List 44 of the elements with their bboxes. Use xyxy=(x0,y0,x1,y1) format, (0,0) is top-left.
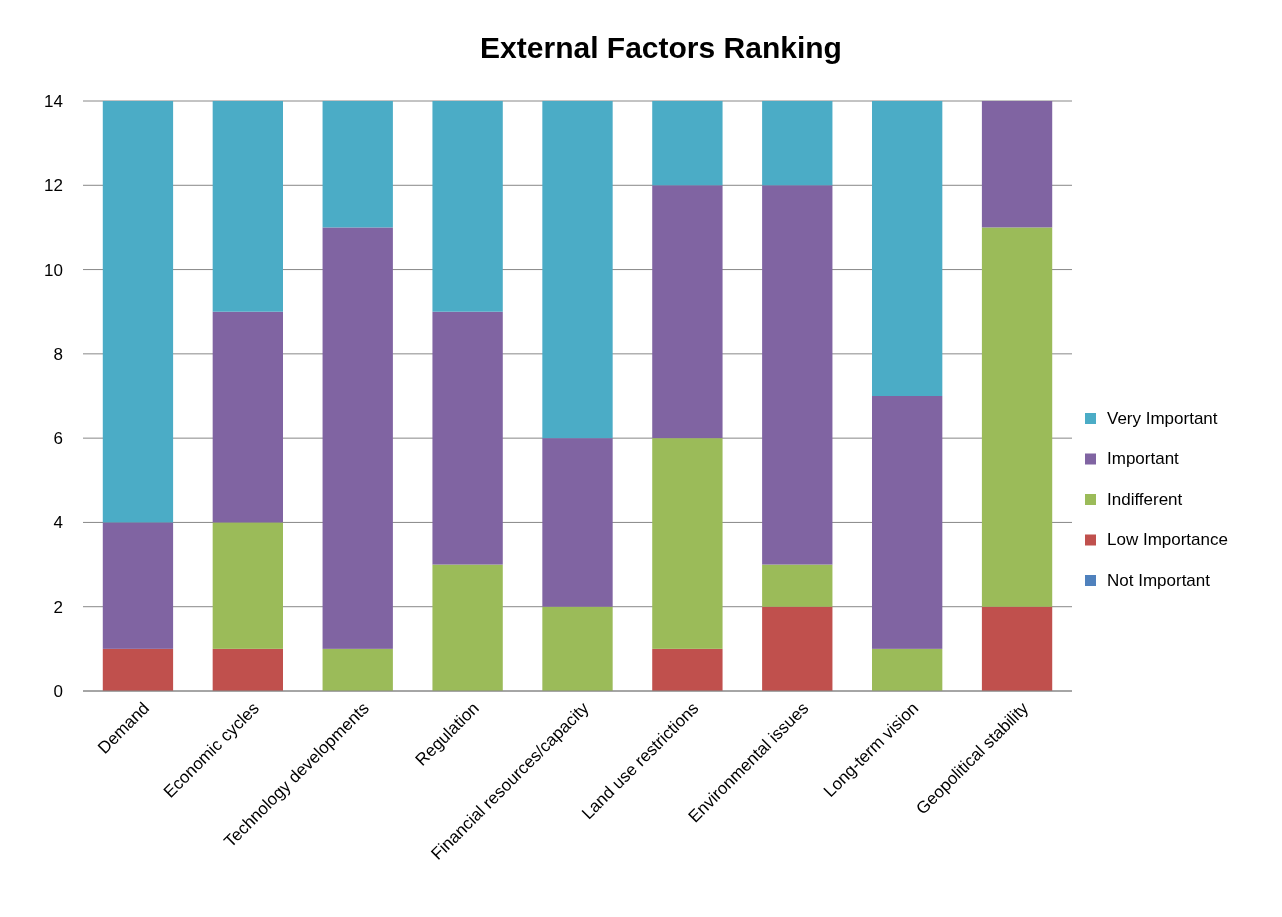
legend-label: Very Important xyxy=(1107,408,1218,428)
bar xyxy=(432,311,503,565)
bar xyxy=(212,311,283,523)
bar xyxy=(652,101,723,186)
bar xyxy=(322,648,393,691)
bar xyxy=(981,101,1053,228)
bar xyxy=(322,101,393,228)
y-tick-label: 0 xyxy=(53,681,63,701)
bar xyxy=(212,648,283,691)
y-tick-label: 10 xyxy=(44,260,63,280)
bar xyxy=(102,522,174,649)
bar xyxy=(762,101,833,186)
bar xyxy=(762,564,833,607)
bar xyxy=(872,648,943,691)
bar xyxy=(542,606,613,691)
bar xyxy=(762,606,833,691)
bar xyxy=(102,648,174,691)
bar xyxy=(212,522,283,649)
y-tick-label: 4 xyxy=(53,513,63,533)
bar xyxy=(652,648,723,691)
y-tick-label: 14 xyxy=(44,91,63,111)
legend-label: Important xyxy=(1107,449,1180,469)
y-tick-label: 12 xyxy=(44,176,63,196)
y-tick-label: 6 xyxy=(53,429,63,449)
bar xyxy=(322,227,393,649)
bar xyxy=(432,101,503,312)
bar xyxy=(872,396,943,649)
bar xyxy=(102,101,174,523)
y-tick-label: 8 xyxy=(53,344,63,364)
bar xyxy=(652,185,723,439)
bar xyxy=(981,227,1053,607)
bar xyxy=(542,438,613,607)
chart-title: External Factors Ranking xyxy=(480,31,842,64)
bar xyxy=(872,101,943,396)
bar xyxy=(652,438,723,649)
legend-label: Not Important xyxy=(1107,570,1211,590)
bar xyxy=(432,564,503,691)
bar xyxy=(542,101,613,439)
bar xyxy=(981,606,1053,691)
y-tick-label: 2 xyxy=(53,597,63,617)
legend-label: Indifferent xyxy=(1107,489,1183,509)
bar xyxy=(762,185,833,565)
bar xyxy=(212,101,283,312)
legend-label: Low Importance xyxy=(1107,530,1228,550)
